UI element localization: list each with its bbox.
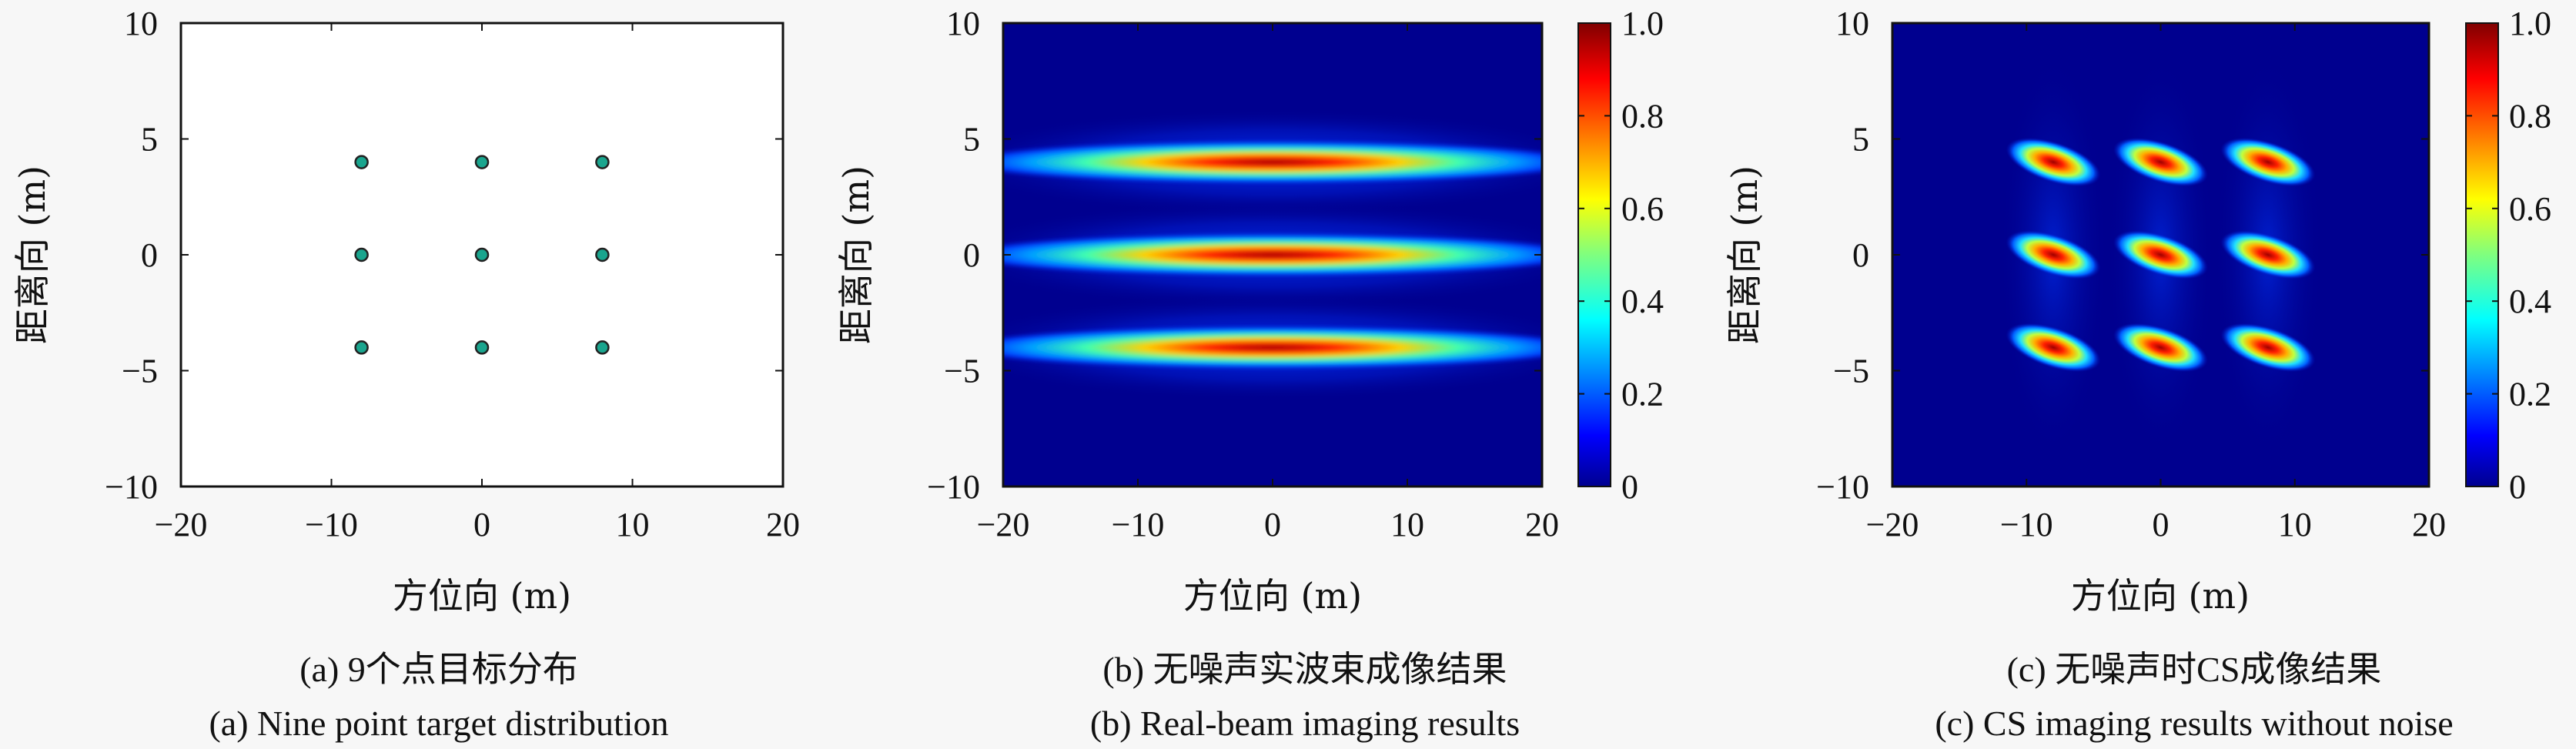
x-tick-label: 10 — [2278, 506, 2312, 543]
y-tick-label: 0 — [1852, 236, 1869, 274]
peak-spot — [2113, 137, 2208, 187]
target-point — [474, 340, 490, 355]
y-axis-label-a: 距离向 (m) — [12, 166, 53, 344]
caption-cn-c: (c) 无噪声时CS成像结果 — [2007, 650, 2382, 689]
colorbar-b — [1577, 22, 1611, 487]
caption-en-b: (b) Real-beam imaging results — [1090, 704, 1520, 743]
peak-spot — [2113, 230, 2208, 279]
y-axis-label-b: 距离向 (m) — [835, 166, 877, 344]
y-tick-label: −10 — [927, 468, 980, 506]
y-tick-label: 0 — [963, 236, 980, 274]
scatter-points — [354, 155, 610, 355]
x-tick-label: −10 — [1112, 506, 1165, 543]
x-tick-label: −20 — [1866, 506, 1919, 543]
x-tick-label: 10 — [1390, 506, 1424, 543]
x-tick-label: 10 — [616, 506, 650, 543]
colorbar-c — [2465, 22, 2499, 487]
target-point — [354, 155, 369, 169]
caption-cn-a: (a) 9个点目标分布 — [299, 650, 578, 689]
peak-spot — [2113, 323, 2208, 373]
colorbar-tick-label: 0 — [2509, 468, 2526, 506]
caption-en-c: (c) CS imaging results without noise — [1935, 704, 2453, 743]
x-tick-label: 20 — [2412, 506, 2446, 543]
peak-spot — [2006, 230, 2101, 279]
heatmap-b — [1003, 23, 1542, 487]
y-tick-label: −5 — [122, 353, 158, 390]
heatmap-c — [1892, 23, 2429, 487]
colorbar-ticks-b: 1.0 0.8 0.6 0.4 0.2 0 — [1578, 5, 1664, 506]
colorbar-tick-label: 0.6 — [1621, 190, 1664, 228]
x-tick-label: 20 — [1525, 506, 1559, 543]
peak-spot — [2220, 137, 2316, 187]
colorbar-tick-label: 0.6 — [2509, 190, 2551, 228]
x-tick-label: −20 — [155, 506, 208, 543]
colorbar-tick-label: 0.4 — [1621, 283, 1664, 320]
colorbar-ticks-c: 1.0 0.8 0.6 0.4 0.2 0 — [2466, 5, 2551, 506]
colorbar-tick-label: 1.0 — [2509, 5, 2551, 42]
target-point — [354, 247, 369, 262]
target-point — [595, 340, 610, 355]
y-tick-label: 5 — [141, 121, 158, 159]
x-tick-label: 0 — [2153, 506, 2170, 543]
x-tick-label: −20 — [977, 506, 1030, 543]
peak-spot — [2006, 323, 2101, 373]
caption-cn-b: (b) 无噪声实波束成像结果 — [1102, 650, 1507, 689]
stripe-response — [1003, 326, 1542, 369]
peak-spot — [2006, 137, 2101, 187]
x-axis-label-a: 方位向 (m) — [393, 575, 571, 617]
y-axis-label-c: 距离向 (m) — [1724, 166, 1765, 344]
colorbar-tick-label: 0.4 — [2509, 283, 2551, 320]
colorbar-tick-label: 1.0 — [1621, 5, 1664, 42]
caption-en-a: (a) Nine point target distribution — [209, 704, 668, 743]
x-tick-label: −10 — [2000, 506, 2053, 543]
y-tick-label: 10 — [1835, 5, 1869, 42]
colorbar-tick-label: 0.8 — [1621, 97, 1664, 135]
y-tick-label: −5 — [944, 353, 980, 390]
y-tick-label: 0 — [141, 236, 158, 274]
x-tick-label: 0 — [473, 506, 490, 543]
colorbar-tick-label: 0 — [1621, 468, 1638, 506]
y-tick-label: −10 — [1816, 468, 1869, 506]
target-point — [595, 247, 610, 262]
colorbar-tick-label: 0.8 — [2509, 97, 2551, 135]
x-axis-label-c: 方位向 (m) — [2071, 575, 2250, 617]
stripe-response — [1003, 140, 1542, 184]
target-point — [474, 247, 490, 262]
x-tick-label: 20 — [766, 506, 800, 543]
y-tick-label: 10 — [124, 5, 158, 42]
colorbar-tick-label: 0.2 — [2509, 376, 2551, 413]
target-point — [474, 155, 490, 169]
target-point — [595, 155, 610, 169]
y-tick-label: 5 — [1852, 121, 1869, 159]
y-tick-label: −10 — [105, 468, 158, 506]
y-tick-label: 5 — [963, 121, 980, 159]
target-point — [354, 340, 369, 355]
x-axis-label-b: 方位向 (m) — [1183, 575, 1362, 617]
peak-spot — [2220, 323, 2316, 373]
y-tick-label: 10 — [946, 5, 980, 42]
x-tick-label: 0 — [1264, 506, 1281, 543]
x-tick-label: −10 — [305, 506, 358, 543]
colorbar-tick-label: 0.2 — [1621, 376, 1664, 413]
y-tick-label: −5 — [1833, 353, 1869, 390]
stripe-response — [1003, 233, 1542, 276]
peak-spot — [2220, 230, 2316, 279]
